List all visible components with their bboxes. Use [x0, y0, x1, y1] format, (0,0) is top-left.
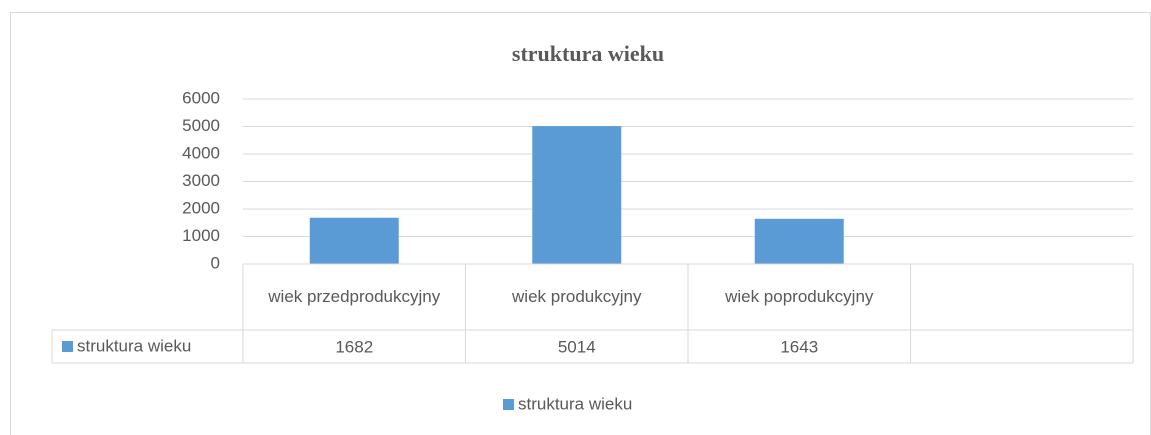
bar [754, 218, 844, 264]
y-tick-label: 0 [211, 253, 220, 272]
y-tick-label: 4000 [182, 143, 220, 162]
x-tick-label-box: wiek produkcyjny [512, 287, 642, 306]
legend-key [503, 399, 514, 410]
x-tick-label: wiek produkcyjny [512, 287, 642, 306]
y-tick-label: 3000 [182, 171, 220, 190]
y-tick-label: 6000 [182, 88, 220, 107]
table-value: 5014 [558, 337, 596, 356]
bar [309, 217, 399, 264]
table-series-name: struktura wieku [77, 336, 191, 355]
bar [532, 126, 622, 265]
x-tick-label: wiek poprodukcyjny [725, 287, 874, 306]
x-tick-label: wiek przedprodukcyjny [268, 287, 441, 306]
table-value: 1643 [780, 337, 818, 356]
chart-title: struktura wieku [512, 41, 664, 66]
y-tick-label: 1000 [182, 226, 220, 245]
legend-key [62, 341, 73, 352]
y-tick-label: 5000 [182, 116, 220, 135]
x-tick-label-box: wiek przedprodukcyjny [268, 287, 441, 306]
legend-label: struktura wieku [518, 394, 632, 413]
y-tick-label: 2000 [182, 198, 220, 217]
x-tick-label-box: wiek poprodukcyjny [725, 287, 874, 306]
table-value: 1682 [335, 337, 373, 356]
